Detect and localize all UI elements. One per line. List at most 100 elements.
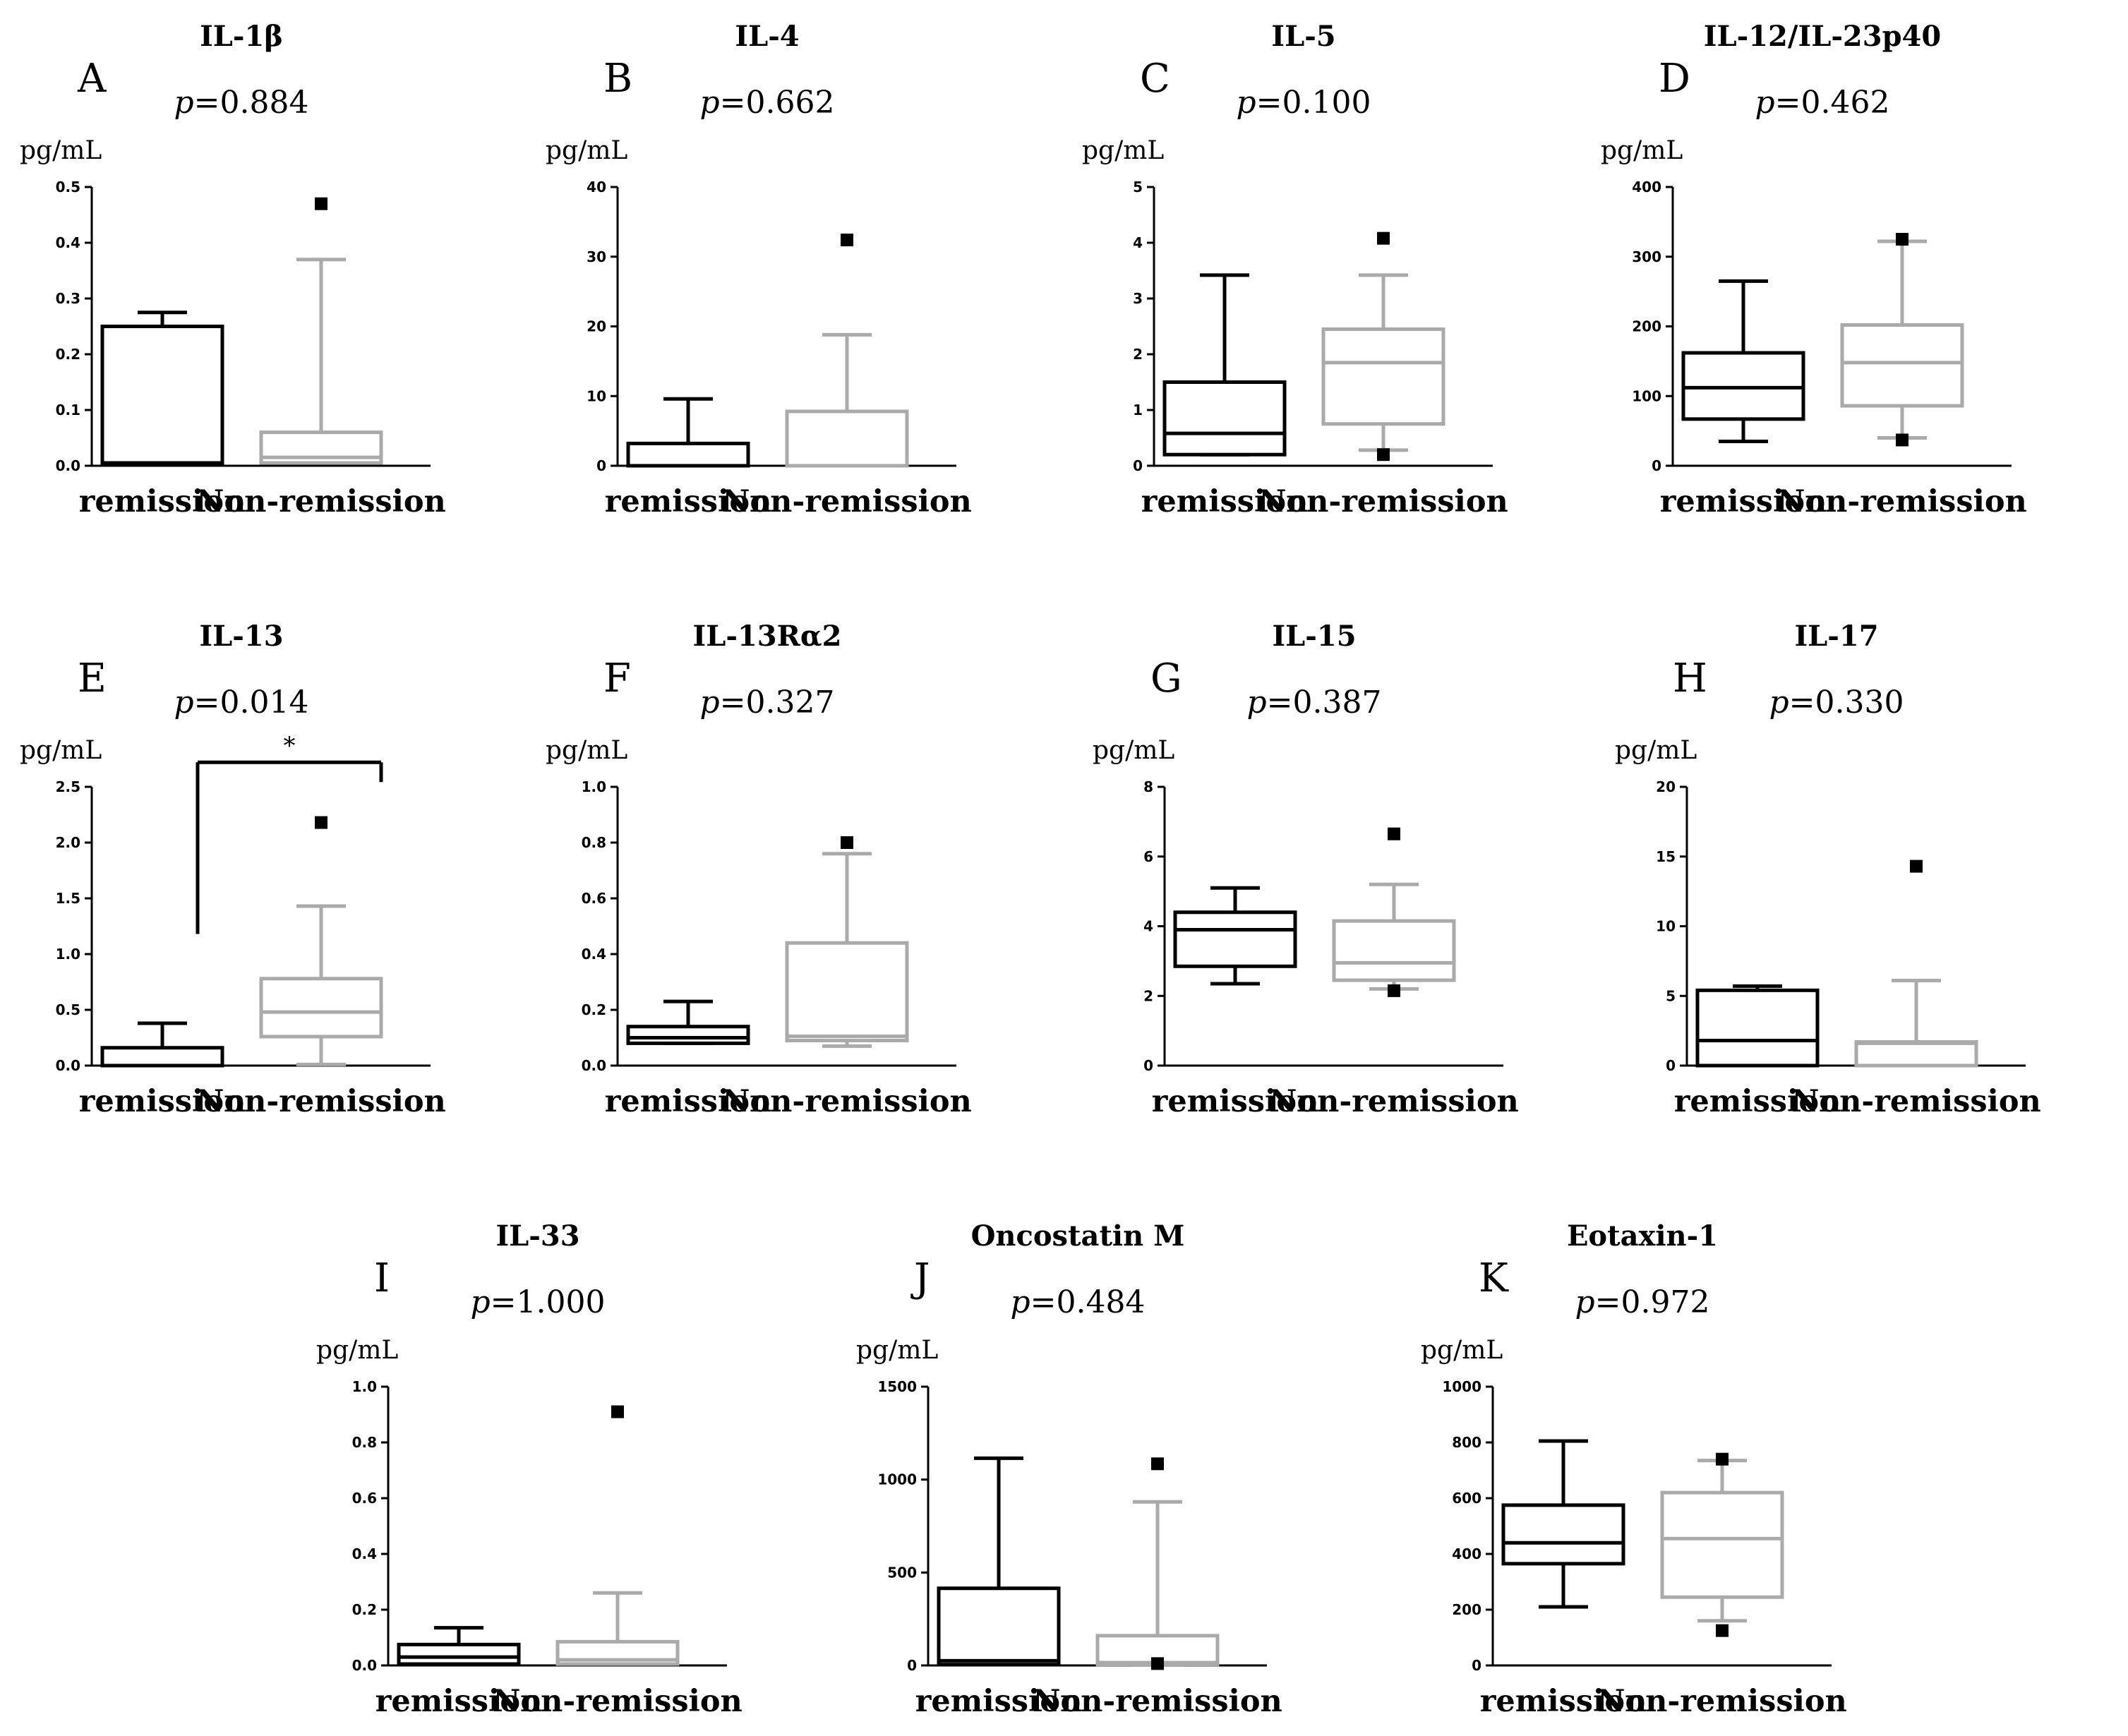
y-tick-label: 0: [907, 1657, 917, 1674]
iqr-box: [937, 1586, 1061, 1667]
y-tick-label: 0: [1666, 1057, 1676, 1074]
p-value: p=0.330: [1769, 685, 1904, 721]
y-tick-label: 0.6: [582, 890, 606, 907]
y-tick-label: 30: [587, 248, 606, 265]
p-value-number: =0.100: [1256, 85, 1371, 121]
category-label: remission: [1141, 484, 1309, 519]
p-value-number: =0.327: [720, 685, 835, 721]
p-value: p=0.014: [174, 685, 308, 721]
outlier-marker: [1151, 1657, 1164, 1670]
category-label: remission: [1674, 1084, 1841, 1119]
y-tick-label: 200: [1452, 1601, 1481, 1618]
p-value-number: =0.330: [1789, 685, 1904, 721]
chart-svg: IL-13 Ep=0.014 pg/mL 0.0 0.5 1.0 1.5 2.0 2.5 remi…: [20, 620, 446, 1119]
y-tick-label: 10: [1656, 918, 1676, 935]
y-unit-label: pg/mL: [1093, 736, 1174, 765]
chart-title: IL-5: [1271, 20, 1335, 53]
y-tick-label: 0.5: [56, 1001, 80, 1018]
chart-title: IL-4: [735, 20, 799, 53]
p-value-number: =0.462: [1775, 85, 1890, 121]
category-label: Non-remission: [1791, 1084, 2041, 1119]
y-tick-label: 4: [1133, 234, 1143, 251]
p-value-number: =1.000: [491, 1284, 606, 1320]
iqr-box: [1695, 988, 1820, 1068]
p-value: p=0.387: [1246, 685, 1381, 721]
y-unit-label: pg/mL: [546, 136, 627, 165]
iqr-box: [397, 1642, 521, 1666]
category-label: Non-remission: [1258, 484, 1508, 519]
chart-title: IL-12/IL-23p40: [1704, 20, 1941, 53]
y-tick-label: 0.2: [582, 1001, 606, 1018]
p-value-prefix: p: [699, 85, 719, 121]
y-tick-label: 0: [1652, 457, 1661, 474]
outlier-marker: [1388, 984, 1400, 997]
box-non-remission: [1321, 231, 1445, 462]
y-tick-label: 400: [1452, 1545, 1481, 1562]
y-tick-label: 0.2: [352, 1601, 377, 1618]
box-remission: [100, 311, 224, 465]
iqr-box: [1321, 327, 1445, 426]
y-tick-label: 0.3: [56, 290, 80, 307]
p-value: p=1.000: [470, 1284, 605, 1320]
outlier-marker: [841, 234, 853, 247]
y-tick-label: 4: [1143, 918, 1153, 935]
box-remission: [397, 1626, 521, 1666]
y-tick-label: 8: [1143, 778, 1153, 795]
y-tick-label: 0.8: [582, 834, 606, 851]
iqr-box: [626, 1025, 750, 1045]
panel-letter: G: [1150, 656, 1182, 701]
y-tick-label: 3: [1133, 290, 1143, 307]
box-non-remission: [1840, 233, 1964, 447]
y-tick-label: 400: [1632, 179, 1661, 195]
p-value: p=0.484: [1010, 1284, 1145, 1320]
p-value: p=0.972: [1575, 1284, 1709, 1320]
iqr-box: [100, 325, 224, 465]
chart-title: Eotaxin-1: [1567, 1219, 1718, 1253]
category-label: Non-remission: [722, 1084, 972, 1119]
y-tick-label: 0.1: [56, 402, 80, 418]
y-tick-label: 1000: [1442, 1378, 1481, 1395]
y-tick-label: 300: [1632, 248, 1661, 265]
significance-label: *: [284, 732, 296, 760]
chart-title: IL-33: [495, 1219, 579, 1253]
p-value-prefix: p: [1755, 85, 1774, 121]
outlier-marker: [1716, 1452, 1729, 1466]
category-label: Non-remission: [1597, 1684, 1847, 1719]
p-value-prefix: p: [1246, 685, 1266, 721]
box-non-remission: [1660, 1452, 1784, 1637]
outlier-marker: [315, 197, 327, 210]
y-tick-label: 0: [1143, 1057, 1153, 1074]
category-label: remission: [605, 484, 772, 519]
box-remission: [100, 1021, 224, 1068]
y-unit-label: pg/mL: [1082, 136, 1164, 165]
chart-title: IL-15: [1272, 620, 1356, 653]
category-label: Non-remission: [1269, 1084, 1519, 1119]
y-tick-label: 0.5: [56, 179, 80, 195]
chart-svg: IL-15 Gp=0.387 pg/mL 0 2 4 6 8 remissionNon-remi…: [1093, 620, 1519, 1119]
panel-letter: C: [1140, 56, 1170, 102]
p-value-prefix: p: [470, 1284, 490, 1320]
iqr-box: [785, 941, 909, 1042]
y-tick-label: 1.0: [56, 946, 80, 963]
box-non-remission: [1854, 860, 1978, 1068]
y-unit-label: pg/mL: [20, 136, 102, 165]
box-non-remission: [555, 1405, 680, 1666]
chart-svg: IL-5 Cp=0.100 pg/mL 0 1 2 3 4 5 remissionNon-remi…: [1082, 20, 1508, 519]
p-value-prefix: p: [1769, 685, 1789, 721]
y-tick-label: 1000: [877, 1471, 917, 1488]
p-value-number: =0.484: [1030, 1284, 1146, 1320]
iqr-box: [100, 1046, 224, 1068]
category-label: Non-remission: [1777, 484, 2027, 519]
p-value-number: =0.387: [1267, 685, 1382, 721]
iqr-box: [785, 409, 909, 468]
y-tick-label: 0.2: [56, 346, 80, 363]
chart-title: IL-13Rα2: [693, 620, 842, 653]
y-tick-label: 0.4: [582, 946, 606, 963]
box-remission: [626, 397, 750, 468]
box-remission: [1501, 1439, 1625, 1609]
y-tick-label: 1.5: [56, 890, 80, 907]
